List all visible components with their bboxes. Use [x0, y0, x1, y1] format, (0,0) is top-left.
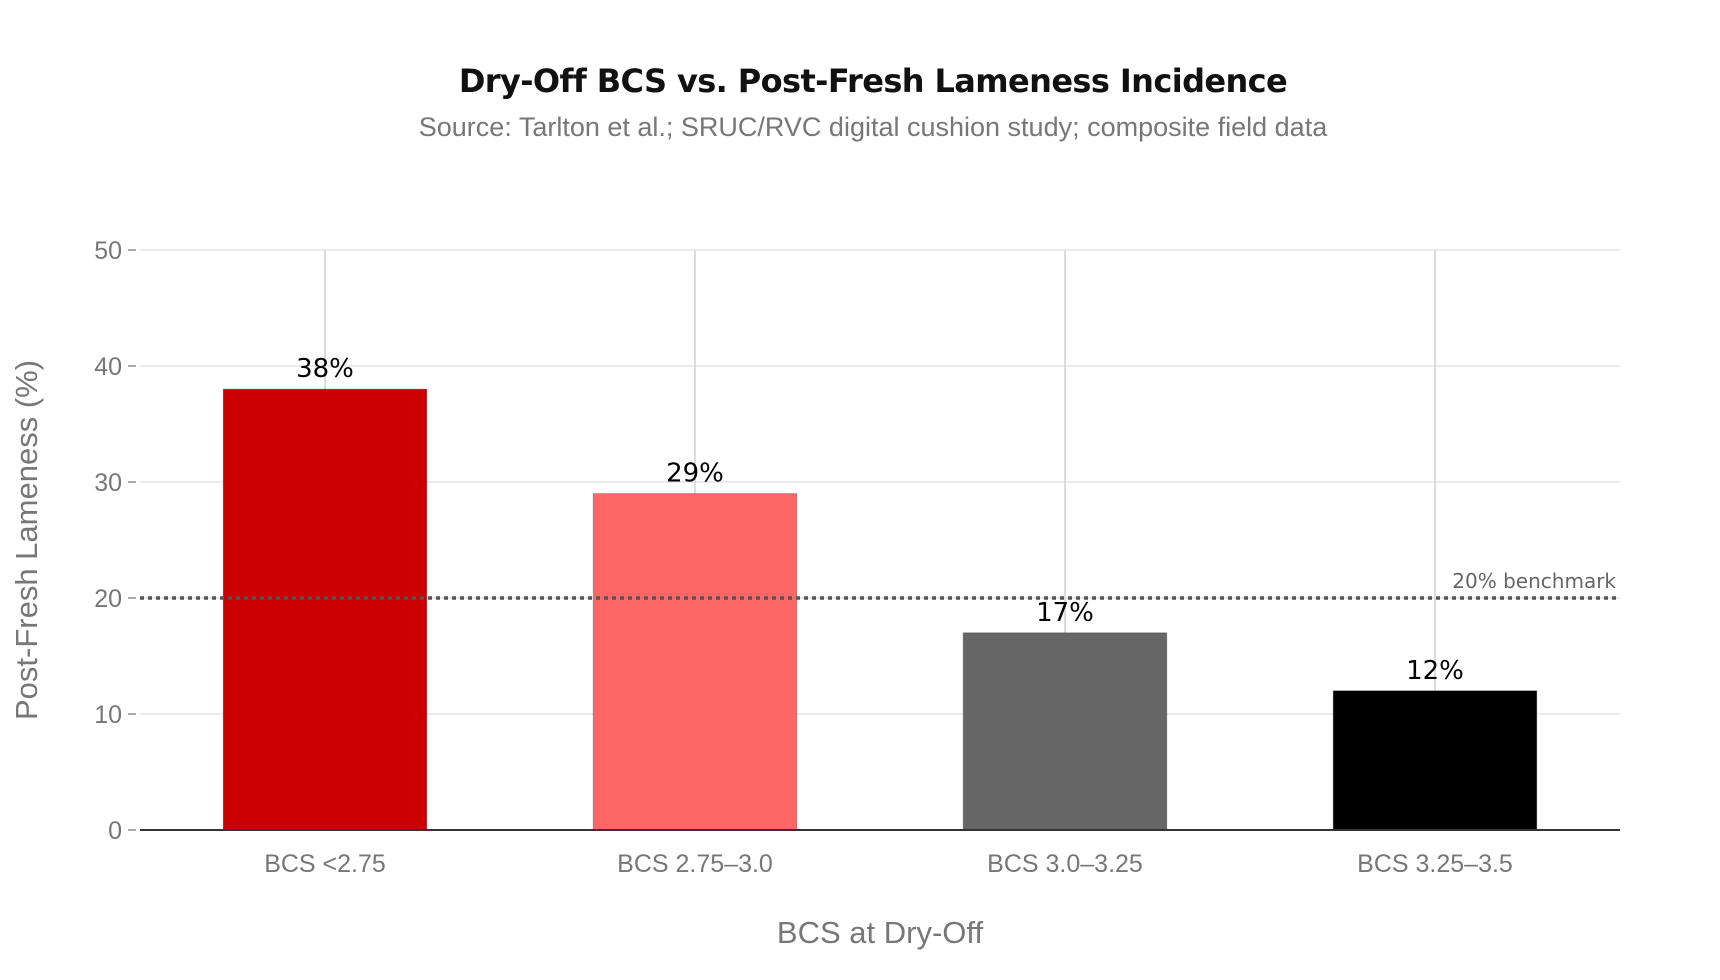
y-tick-label: 30	[94, 469, 122, 497]
x-tick-label: BCS 2.75–3.0	[617, 850, 773, 878]
x-axis: BCS <2.75 BCS 2.75–3.0 BCS 3.0–3.25 BCS 3.2…	[140, 829, 1620, 878]
benchmark-line-group: 20% benchmark	[140, 569, 1620, 600]
bar-value-label: 29%	[666, 459, 724, 489]
y-tick-label: 10	[94, 701, 122, 729]
chart-subtitle: Source: Tarlton et al.; SRUC/RVC digital…	[419, 112, 1328, 142]
bar-value-label: 17%	[1036, 598, 1094, 628]
y-tick-label: 50	[94, 237, 122, 265]
y-tick-label: 40	[94, 353, 122, 381]
benchmark-label: 20% benchmark	[1452, 569, 1616, 593]
bar	[1332, 690, 1538, 831]
y-tick-label: 20	[94, 585, 122, 613]
x-axis-title: BCS at Dry-Off	[777, 915, 984, 950]
chart-title: Dry-Off BCS vs. Post-Fresh Lameness Inci…	[459, 62, 1287, 100]
bars	[222, 388, 1538, 831]
bar-value-label: 12%	[1406, 656, 1464, 686]
x-tick-label: BCS 3.0–3.25	[987, 850, 1143, 878]
x-tick-label: BCS 3.25–3.5	[1357, 850, 1513, 878]
x-tick-label: BCS <2.75	[264, 850, 386, 878]
bar-labels: 38% 29% 17% 12%	[296, 354, 1464, 686]
bar	[592, 493, 798, 831]
y-axis-title: Post-Fresh Lameness (%)	[9, 360, 44, 720]
bar	[222, 388, 428, 831]
bar-value-label: 38%	[296, 354, 354, 384]
bar	[962, 632, 1168, 831]
y-axis: 0 10 20 30 40 50	[94, 237, 136, 845]
y-tick-label: 0	[108, 817, 122, 845]
